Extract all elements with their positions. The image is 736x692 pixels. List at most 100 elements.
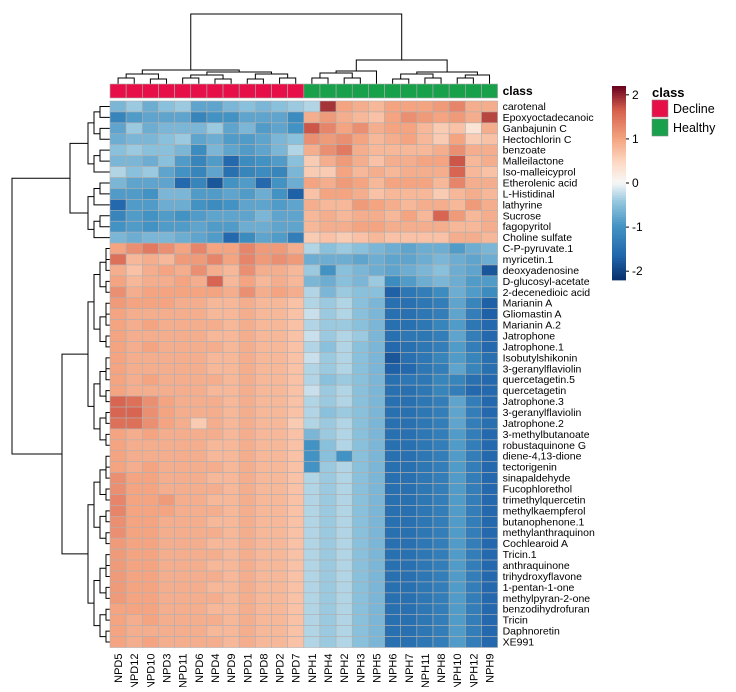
heatmap-cell [238,472,256,484]
heatmap-cell [416,516,434,528]
color-bar-tick-label: -2 [632,264,643,278]
heatmap-cell [190,384,208,397]
heatmap-cell [481,111,498,124]
heatmap-cell [416,210,434,222]
heatmap-cell [158,111,175,124]
heatmap-cell [335,417,353,430]
heatmap-cell [190,319,208,331]
heatmap-cell [174,253,192,266]
heatmap-cell [238,603,256,616]
heatmap-cell [238,548,256,561]
heatmap-cell [335,614,353,626]
heatmap-cell [158,341,175,353]
heatmap-cell [174,330,192,342]
heatmap-cell [255,363,272,375]
heatmap-cell [238,384,256,397]
heatmap-cell [303,614,321,626]
heatmap-cell [351,155,369,167]
heatmap-cell [109,592,127,605]
heatmap-cell [255,111,272,124]
heatmap-cell [416,461,434,473]
heatmap-cell [238,516,256,528]
heatmap-cell [238,144,256,156]
row-label: trimethylquercetin [503,494,586,506]
heatmap-cell [190,231,208,244]
heatmap-cell [464,111,482,124]
dendrogram-branch [214,78,232,84]
heatmap-cell [206,111,224,124]
heatmap-cell [287,625,305,637]
heatmap-cell [335,384,353,397]
heatmap-cell [142,341,159,353]
heatmap-cell [400,450,418,462]
color-bar-segment [612,105,626,109]
heatmap-cell [142,122,159,135]
heatmap-cell [384,603,401,616]
heatmap-cell [190,526,208,539]
heatmap-cell [319,494,337,506]
heatmap-cell [142,450,159,462]
heatmap-cell [238,406,256,419]
heatmap-cell [255,220,272,233]
heatmap-cell [271,155,288,167]
heatmap-cell [271,111,288,124]
heatmap-cell [125,625,143,637]
heatmap-cell [400,472,418,484]
heatmap-cell [158,559,175,572]
heatmap-cell [384,231,401,244]
heatmap-cell [481,210,498,222]
heatmap-cell [351,494,369,506]
heatmap-cell [448,177,466,189]
heatmap-cell [351,286,369,299]
heatmap-cell [319,428,337,441]
heatmap-cell [464,144,482,156]
heatmap-cell [174,166,192,178]
color-bar-segment [612,241,626,245]
heatmap-cell [464,537,482,550]
color-bar-segment [612,212,626,215]
heatmap-cell [109,494,127,506]
heatmap-cell [464,210,482,222]
heatmap-cell [335,297,353,309]
heatmap-cell [464,450,482,462]
dendrogram-branch [105,254,110,271]
heatmap-cell [335,242,353,255]
heatmap-cell [142,614,159,626]
heatmap-cell [271,297,288,309]
dendrogram-branch [99,614,106,638]
heatmap-cell [319,231,337,244]
heatmap-cell [222,494,240,506]
heatmap-cell [319,526,337,539]
heatmap-cell [432,505,450,517]
heatmap-cell [287,231,305,244]
heatmap-cell [432,548,450,561]
heatmap-cell [335,548,353,561]
heatmap-cell [384,220,401,233]
heatmap-cell [464,231,482,244]
heatmap-cell [158,516,175,528]
heatmap-cell [142,111,159,124]
heatmap-cell [190,210,208,222]
color-bar-segment [612,88,626,92]
heatmap-cell [351,461,369,473]
heatmap-cell [238,308,256,320]
heatmap-cell [142,275,159,288]
heatmap-cell [206,428,224,441]
row-label: quercetagetin.5 [503,374,576,386]
heatmap-cell [319,242,337,255]
heatmap-cell [351,592,369,605]
color-bar-segment [612,163,626,167]
heatmap-cell [432,570,450,583]
heatmap-cell [222,548,240,561]
column-label: NPD12 [129,654,141,688]
heatmap-cell [432,100,450,113]
heatmap-cell [158,428,175,441]
heatmap-cell [464,373,482,386]
heatmap-cell [448,603,466,616]
heatmap-cell [142,144,159,156]
row-label: Ganbajunin C [503,123,568,135]
heatmap-cell [287,472,305,484]
heatmap-cell [142,220,159,233]
heatmap-cell [158,100,175,113]
row-label: Iso-malleicyprol [503,167,576,179]
